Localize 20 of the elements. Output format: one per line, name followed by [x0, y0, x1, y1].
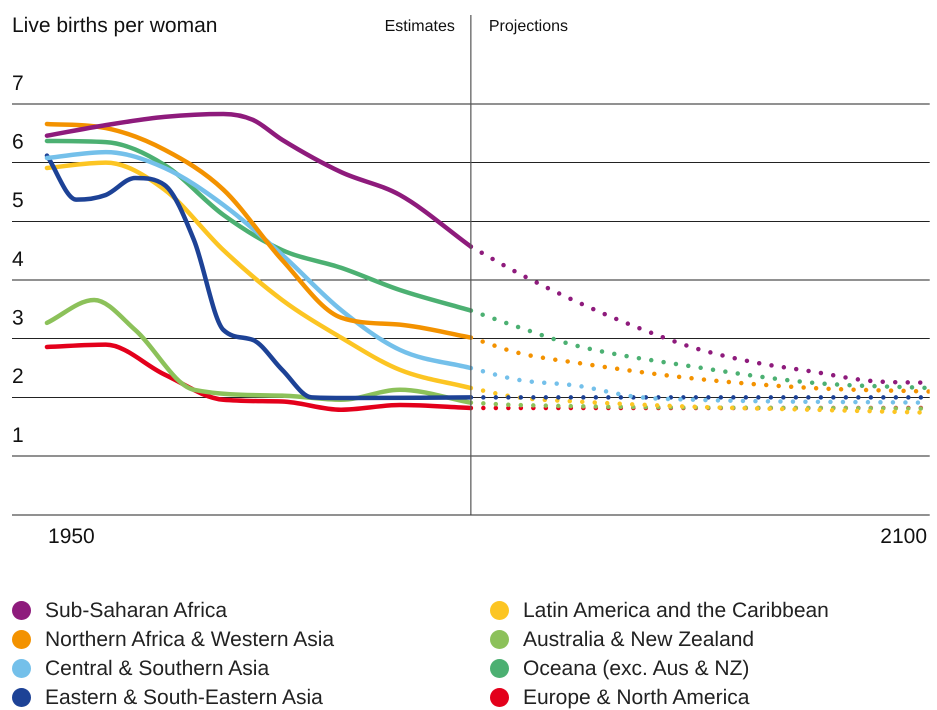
legend-label: Australia & New Zealand	[523, 628, 754, 652]
y-tick-label: 7	[12, 72, 24, 95]
y-tick-label: 3	[12, 306, 24, 330]
y-tick-label: 1	[12, 424, 24, 447]
y-tick-label: 5	[12, 189, 24, 212]
ref-line-label: Estimates	[384, 18, 455, 35]
y-tick-label: 6	[12, 130, 24, 154]
legend-label: Latin America and the Caribbean	[523, 598, 829, 622]
legend-label: Central & Southern Asia	[45, 656, 270, 680]
x-tick-label: 1950	[48, 525, 95, 548]
legend-label: Sub-Saharan Africa	[45, 598, 228, 622]
annotation: Projections	[488, 18, 568, 35]
legend-label: Oceana (exc. Aus & NZ)	[523, 656, 750, 680]
x-tick-label: 2100	[880, 525, 927, 548]
y-tick-label: 4	[12, 248, 24, 271]
legend-label: Eastern & South-Eastern Asia	[45, 686, 323, 710]
y-tick-label: 2	[12, 365, 24, 388]
y-axis-title: Live births per woman	[12, 14, 218, 37]
legend-label: Europe & North America	[523, 686, 750, 710]
legend-label: Northern Africa & Western Asia	[45, 628, 334, 652]
